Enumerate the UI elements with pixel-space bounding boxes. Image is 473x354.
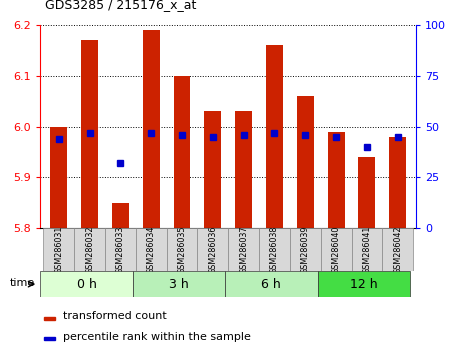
Bar <box>44 228 74 271</box>
Bar <box>81 40 98 228</box>
Bar <box>290 228 321 271</box>
Bar <box>382 228 413 271</box>
Bar <box>225 271 317 297</box>
Text: GSM286041: GSM286041 <box>362 225 371 274</box>
Text: GSM286036: GSM286036 <box>208 225 217 274</box>
Bar <box>266 45 283 228</box>
Text: 0 h: 0 h <box>77 278 96 291</box>
Text: GSM286031: GSM286031 <box>54 225 63 274</box>
Bar <box>174 76 191 228</box>
Bar <box>317 271 410 297</box>
Bar <box>204 111 221 228</box>
Text: GSM286037: GSM286037 <box>239 225 248 274</box>
Bar <box>143 30 160 228</box>
Text: GSM286040: GSM286040 <box>332 225 341 274</box>
Bar <box>328 132 344 228</box>
Bar <box>132 271 225 297</box>
Bar <box>351 228 382 271</box>
Bar <box>136 228 166 271</box>
Text: 3 h: 3 h <box>169 278 189 291</box>
Bar <box>297 96 314 228</box>
Bar <box>197 228 228 271</box>
Bar <box>44 317 55 320</box>
Text: GSM286038: GSM286038 <box>270 225 279 274</box>
Bar <box>74 228 105 271</box>
Bar <box>259 228 290 271</box>
Text: GSM286042: GSM286042 <box>393 225 402 274</box>
Text: percentile rank within the sample: percentile rank within the sample <box>63 332 251 342</box>
Text: time: time <box>10 278 35 288</box>
Text: GSM286032: GSM286032 <box>85 225 94 274</box>
Text: GSM286034: GSM286034 <box>147 225 156 274</box>
Bar <box>166 228 197 271</box>
Text: GSM286039: GSM286039 <box>301 225 310 274</box>
Text: 6 h: 6 h <box>262 278 281 291</box>
Bar <box>40 271 132 297</box>
Text: GDS3285 / 215176_x_at: GDS3285 / 215176_x_at <box>45 0 196 11</box>
Text: GSM286033: GSM286033 <box>116 225 125 274</box>
Text: 12 h: 12 h <box>350 278 377 291</box>
Bar <box>235 111 252 228</box>
Bar <box>105 228 136 271</box>
Bar <box>44 337 55 341</box>
Bar <box>389 137 406 228</box>
Text: transformed count: transformed count <box>63 312 166 321</box>
Bar <box>228 228 259 271</box>
Bar <box>50 126 67 228</box>
Bar <box>321 228 351 271</box>
Bar <box>112 203 129 228</box>
Text: GSM286035: GSM286035 <box>177 225 186 274</box>
Bar <box>359 157 376 228</box>
